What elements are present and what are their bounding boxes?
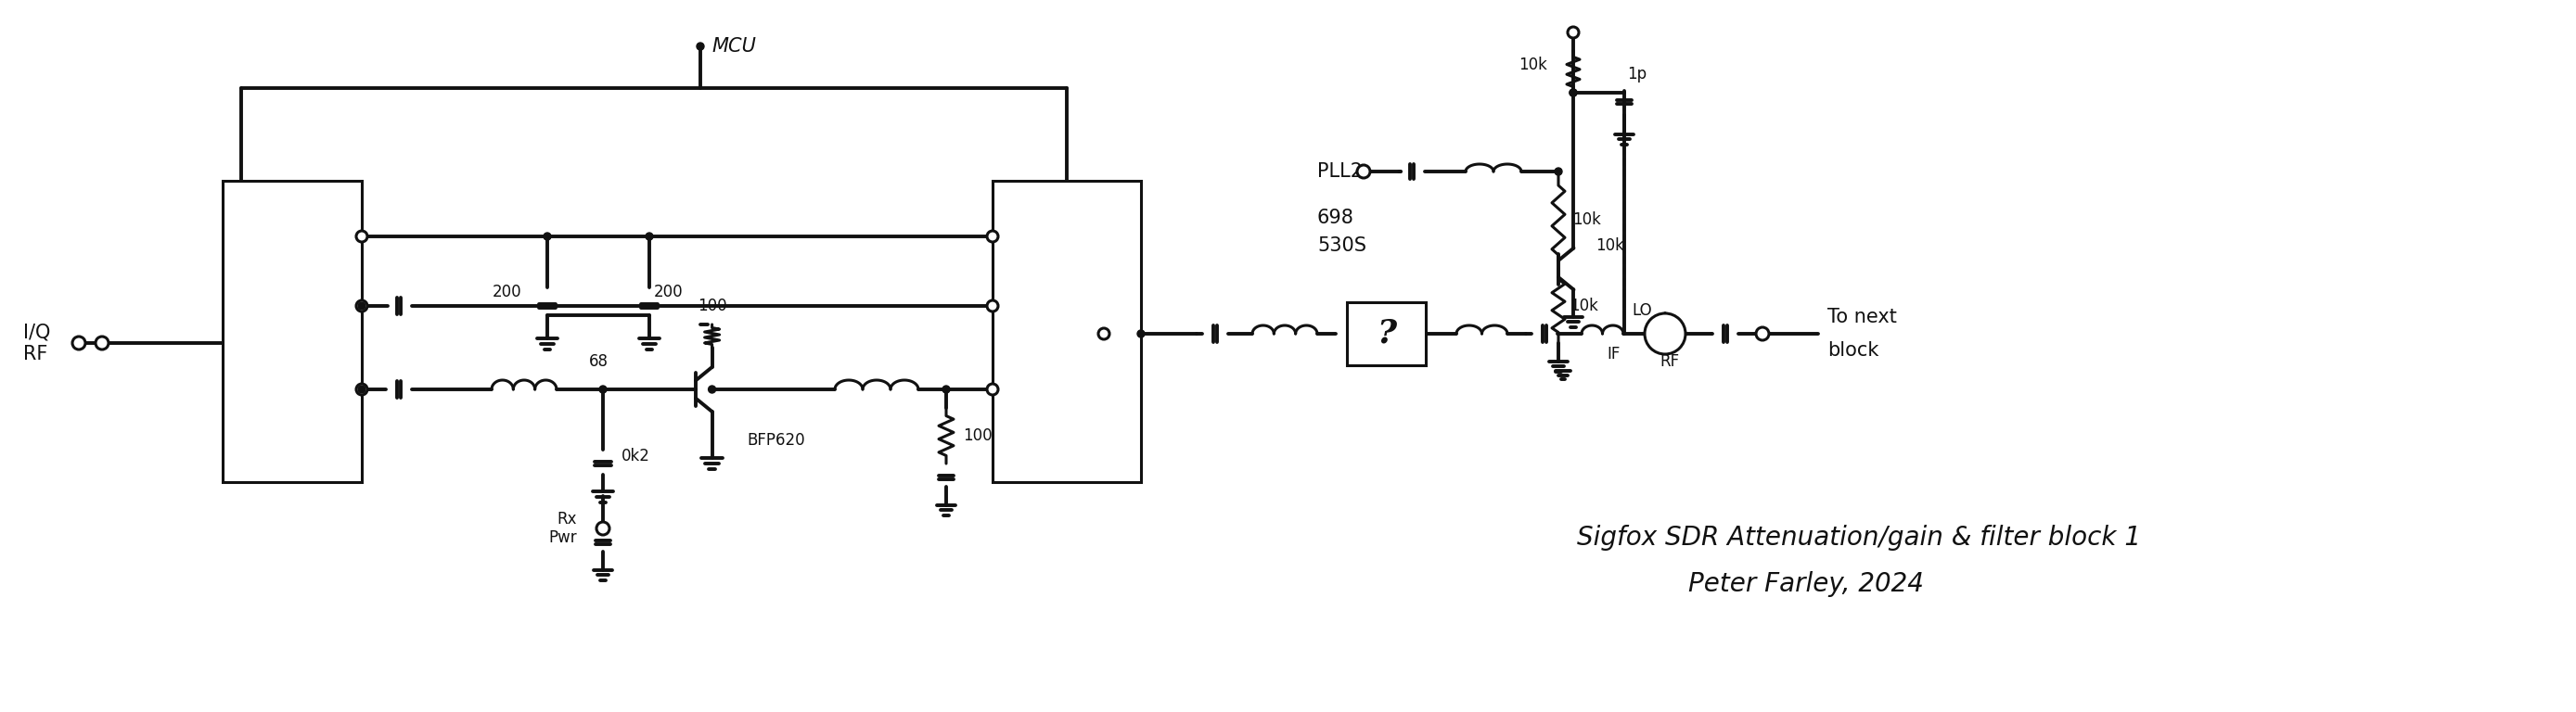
Text: Peter Farley, 2024: Peter Farley, 2024 — [1687, 571, 1924, 597]
Text: 100: 100 — [698, 298, 726, 314]
Text: PLL2: PLL2 — [1316, 162, 1363, 181]
Bar — [1347, 302, 1427, 365]
Circle shape — [987, 384, 997, 395]
Text: RF: RF — [1659, 353, 1680, 370]
Circle shape — [1097, 328, 1110, 340]
Text: IF: IF — [1607, 346, 1620, 362]
Text: LO: LO — [1631, 302, 1651, 319]
Circle shape — [1556, 168, 1561, 175]
Text: ?: ? — [1378, 318, 1396, 350]
Text: 10k: 10k — [1595, 237, 1623, 254]
Circle shape — [544, 233, 551, 240]
Circle shape — [355, 384, 368, 395]
Text: block: block — [1826, 341, 1878, 360]
Circle shape — [1569, 89, 1577, 96]
Bar — [992, 181, 1141, 482]
Circle shape — [1757, 328, 1770, 340]
Text: 68: 68 — [587, 353, 608, 370]
Text: Rx
Pwr: Rx Pwr — [549, 511, 577, 546]
Text: 10k: 10k — [1571, 211, 1600, 228]
Circle shape — [708, 386, 716, 393]
Circle shape — [600, 386, 608, 393]
Text: I/Q
RF: I/Q RF — [23, 323, 52, 363]
Text: MCU: MCU — [711, 37, 755, 56]
Circle shape — [943, 386, 951, 393]
Circle shape — [355, 231, 368, 242]
Bar — [222, 181, 361, 482]
Circle shape — [1358, 165, 1370, 178]
Text: 0k2: 0k2 — [621, 448, 649, 464]
Circle shape — [987, 231, 997, 242]
Circle shape — [95, 337, 108, 350]
Text: 10k: 10k — [1520, 56, 1548, 73]
Circle shape — [647, 233, 654, 240]
Text: 698: 698 — [1316, 209, 1355, 227]
Text: /2: /2 — [250, 182, 265, 199]
Circle shape — [987, 300, 997, 312]
Circle shape — [696, 43, 703, 50]
Circle shape — [355, 300, 368, 312]
Text: 530S: 530S — [1316, 236, 1365, 255]
Text: 100: 100 — [963, 427, 992, 444]
Text: BFP620: BFP620 — [747, 432, 804, 449]
Circle shape — [358, 386, 366, 393]
Text: To next: To next — [1826, 308, 1896, 326]
Text: 200: 200 — [654, 283, 683, 300]
Circle shape — [1569, 27, 1579, 38]
Text: 200: 200 — [492, 283, 520, 300]
Text: 10k: 10k — [1569, 298, 1597, 314]
Circle shape — [358, 302, 366, 310]
Text: /2: /2 — [1074, 182, 1090, 199]
Circle shape — [598, 522, 611, 535]
Circle shape — [72, 337, 85, 350]
Text: Sigfox SDR Attenuation/gain & filter block 1: Sigfox SDR Attenuation/gain & filter blo… — [1577, 525, 2141, 550]
Circle shape — [1569, 89, 1577, 96]
Circle shape — [1136, 330, 1144, 337]
Text: 1p: 1p — [1628, 66, 1646, 83]
Circle shape — [1643, 313, 1685, 354]
